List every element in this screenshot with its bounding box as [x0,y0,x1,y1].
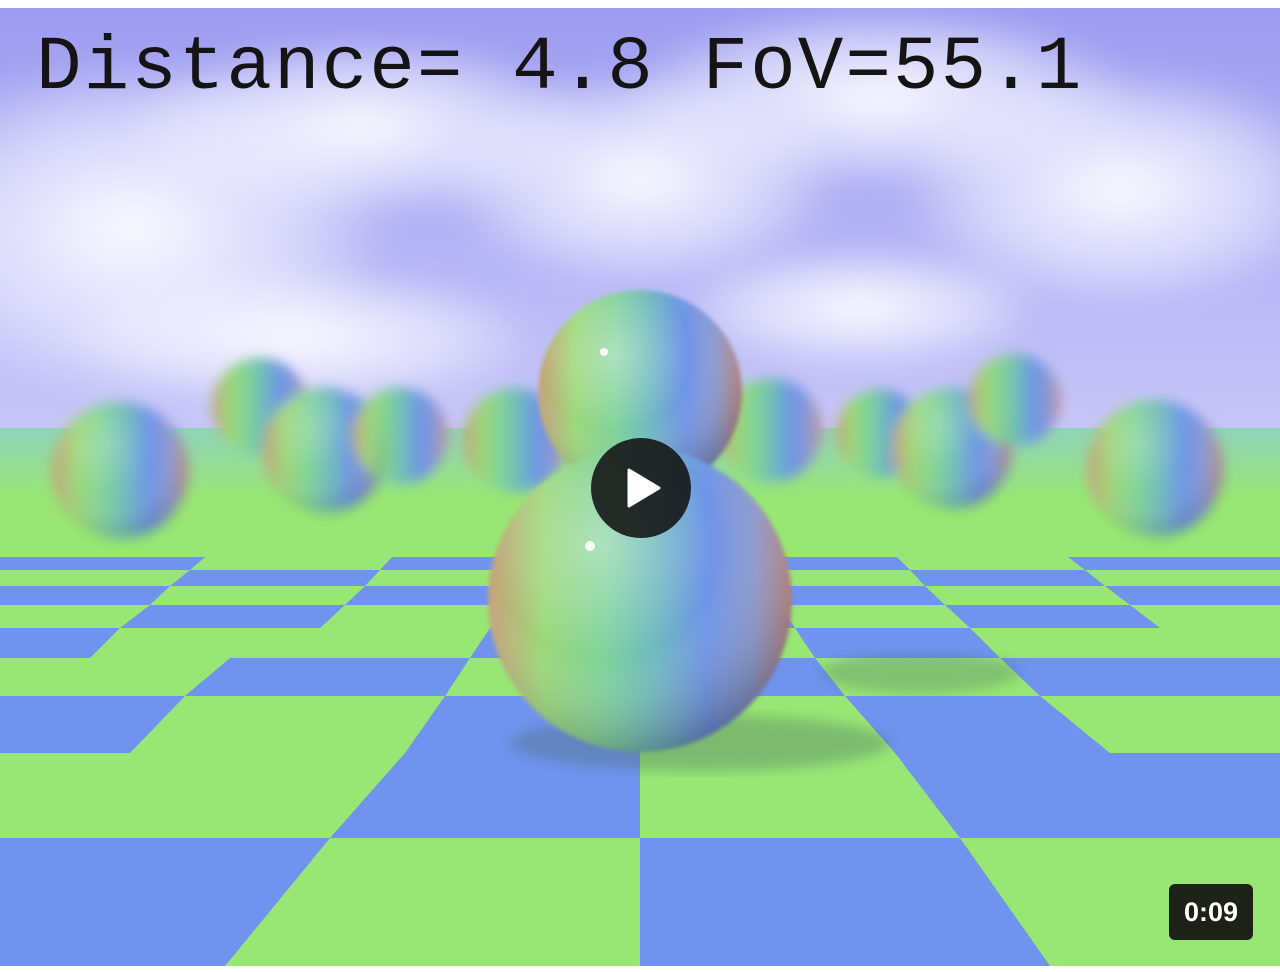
video-frame [0,8,1280,966]
play-button[interactable] [591,438,691,538]
play-icon [627,468,661,508]
video-player[interactable]: Distance= 4.8 FoV=55.1 0:09 [0,8,1280,966]
duration-badge: 0:09 [1169,884,1253,940]
video-overlay-text: Distance= 4.8 FoV=55.1 [36,25,1084,111]
